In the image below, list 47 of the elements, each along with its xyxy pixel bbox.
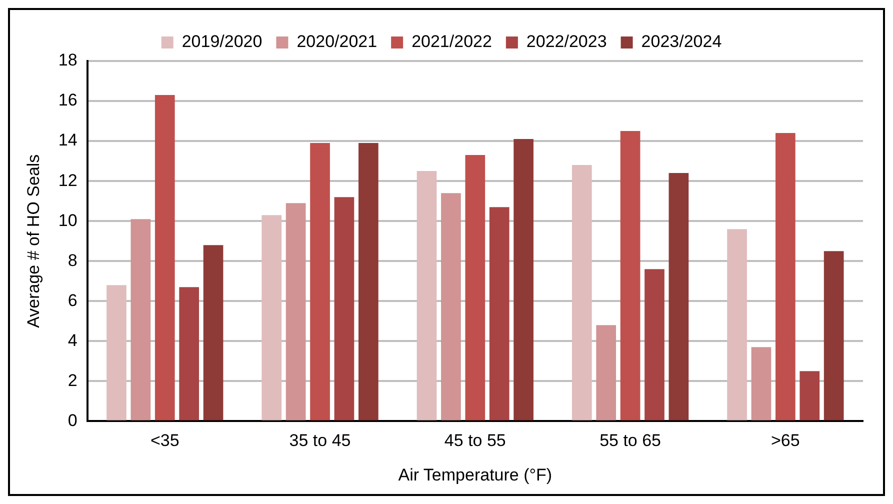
y-tick-label: 10 [58,210,78,230]
x-tick-label: <35 [150,431,180,450]
bar [154,95,175,420]
legend-label: 2019/2020 [182,32,262,52]
bar [130,219,151,420]
bar [465,155,486,420]
y-tick-label: 0 [68,410,78,430]
bar [203,245,224,420]
bar [596,325,616,420]
bar [358,143,378,420]
legend-label: 2022/2023 [526,32,607,52]
x-tick-label: 45 to 55 [444,431,506,450]
x-tick-label: 35 to 45 [289,431,351,450]
bar [286,203,306,420]
x-tick-label: >65 [771,431,800,450]
bar [334,197,354,420]
y-tick-label: 6 [68,290,78,310]
legend-label: 2023/2024 [641,32,722,52]
y-tick-label: 18 [58,50,78,70]
y-tick-label: 8 [68,250,78,270]
bar [776,133,796,420]
bar [751,347,772,420]
legend-label: 2021/2022 [412,32,492,52]
bar [310,143,330,420]
bar [514,139,534,420]
y-tick-label: 4 [68,330,78,350]
bar [824,251,844,420]
bar [572,165,592,420]
bar [644,269,664,420]
bar [441,193,461,420]
bar [416,171,437,420]
bar [489,207,510,420]
y-tick-label: 14 [58,130,78,150]
y-tick-label: 2 [68,370,78,390]
bar [620,131,640,420]
x-tick-label: 55 to 65 [600,431,662,450]
bar [106,285,126,420]
bar [179,287,200,420]
bar [800,371,820,420]
y-tick-label: 12 [58,170,78,190]
bar [262,215,282,420]
bar [727,229,747,420]
y-tick-label: 16 [58,90,78,110]
bar [668,173,689,420]
x-axis-title: Air Temperature (°F) [398,465,552,484]
legend-label: 2020/2021 [296,32,378,52]
y-axis-title: Average # of HO Seals [24,154,43,328]
